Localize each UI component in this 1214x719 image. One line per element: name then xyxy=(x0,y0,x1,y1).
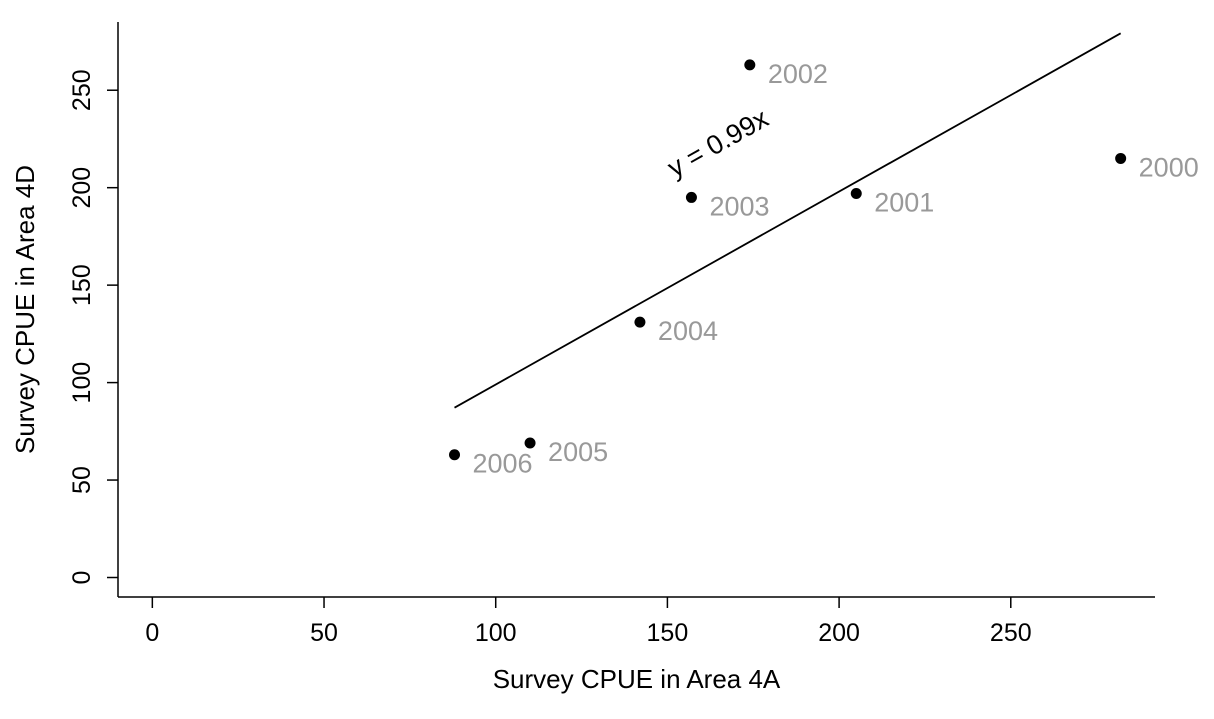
y-tick-label: 200 xyxy=(68,167,96,209)
axes xyxy=(117,22,1155,598)
point-label: 2000 xyxy=(1139,152,1199,182)
y-tick-label: 50 xyxy=(68,466,96,494)
y-tick-label: 250 xyxy=(68,69,96,111)
point-label: 2001 xyxy=(874,188,934,218)
data-point xyxy=(685,191,697,203)
point-label: 2005 xyxy=(548,437,608,467)
x-tick-label: 200 xyxy=(818,619,860,647)
point-label: 2003 xyxy=(709,191,769,221)
data-point xyxy=(524,437,536,449)
y-axis-title: Survey CPUE in Area 4D xyxy=(10,165,40,454)
x-tick-label: 0 xyxy=(145,619,159,647)
point-label: 2006 xyxy=(473,449,533,479)
fit-line xyxy=(454,32,1122,409)
y-tick-label: 0 xyxy=(68,571,96,585)
y-tick-label: 100 xyxy=(68,362,96,404)
point-label: 2002 xyxy=(768,59,828,89)
data-points xyxy=(449,59,1127,461)
x-tick-label: 100 xyxy=(475,619,517,647)
data-point xyxy=(449,449,461,461)
x-tick-label: 150 xyxy=(647,619,689,647)
fit-equation-label: y = 0.99x xyxy=(663,103,774,183)
y-ticks: 0 50 100 150 200 250 xyxy=(68,69,118,584)
point-label: 2004 xyxy=(658,316,718,346)
x-ticks: 0 50 100 150 200 250 xyxy=(145,597,1032,647)
data-point xyxy=(744,59,756,71)
data-point xyxy=(850,188,862,200)
data-point xyxy=(634,316,646,328)
x-tick-label: 250 xyxy=(990,619,1032,647)
x-axis-title: Survey CPUE in Area 4A xyxy=(493,664,781,694)
point-labels: 2000 2001 2002 2003 2004 2005 2006 xyxy=(473,59,1199,479)
data-point xyxy=(1115,152,1127,164)
x-tick-label: 50 xyxy=(310,619,338,647)
y-tick-label: 150 xyxy=(68,264,96,306)
